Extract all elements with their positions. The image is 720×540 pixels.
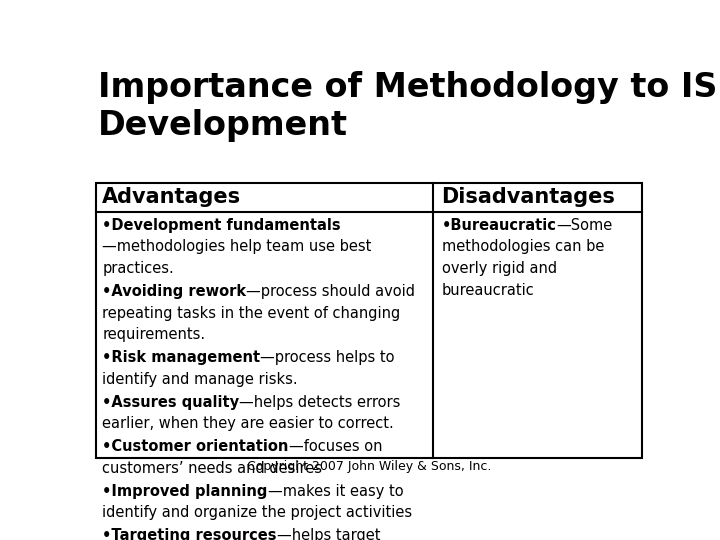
Text: Disadvantages: Disadvantages — [441, 187, 616, 207]
Text: requirements.: requirements. — [102, 327, 205, 342]
Text: Importance of Methodology to IS
Development: Importance of Methodology to IS Developm… — [99, 71, 718, 142]
Text: •Avoiding rework: •Avoiding rework — [102, 284, 246, 299]
Text: methodologies can be: methodologies can be — [441, 239, 604, 254]
Text: Advantages: Advantages — [102, 187, 241, 207]
Text: —Some: —Some — [557, 218, 613, 233]
Text: identify and manage risks.: identify and manage risks. — [102, 372, 298, 387]
Text: —helps detects errors: —helps detects errors — [240, 395, 401, 409]
Text: —focuses on: —focuses on — [289, 439, 382, 454]
Text: —process helps to: —process helps to — [261, 350, 395, 365]
Text: •Bureaucratic: •Bureaucratic — [441, 218, 557, 233]
Text: •Assures quality: •Assures quality — [102, 395, 240, 409]
Text: •Development fundamentals: •Development fundamentals — [102, 218, 341, 233]
Text: —process should avoid: —process should avoid — [246, 284, 415, 299]
Text: bureaucratic: bureaucratic — [441, 282, 534, 298]
Text: •Targeting resources: •Targeting resources — [102, 528, 276, 540]
Text: —makes it easy to: —makes it easy to — [268, 483, 403, 498]
Text: •Risk management: •Risk management — [102, 350, 261, 365]
Bar — [96, 183, 642, 458]
Text: —methodologies help team use best: —methodologies help team use best — [102, 239, 372, 254]
Text: •Improved planning: •Improved planning — [102, 483, 268, 498]
Text: —helps target: —helps target — [276, 528, 380, 540]
Text: practices.: practices. — [102, 261, 174, 276]
Text: repeating tasks in the event of changing: repeating tasks in the event of changing — [102, 306, 400, 321]
Text: •Customer orientation: •Customer orientation — [102, 439, 289, 454]
Text: identify and organize the project activities: identify and organize the project activi… — [102, 505, 413, 520]
Text: overly rigid and: overly rigid and — [441, 261, 557, 276]
Text: Copyright 2007 John Wiley & Sons, Inc.: Copyright 2007 John Wiley & Sons, Inc. — [247, 460, 491, 473]
Text: earlier, when they are easier to correct.: earlier, when they are easier to correct… — [102, 416, 394, 431]
Text: customers’ needs and desires: customers’ needs and desires — [102, 461, 323, 476]
